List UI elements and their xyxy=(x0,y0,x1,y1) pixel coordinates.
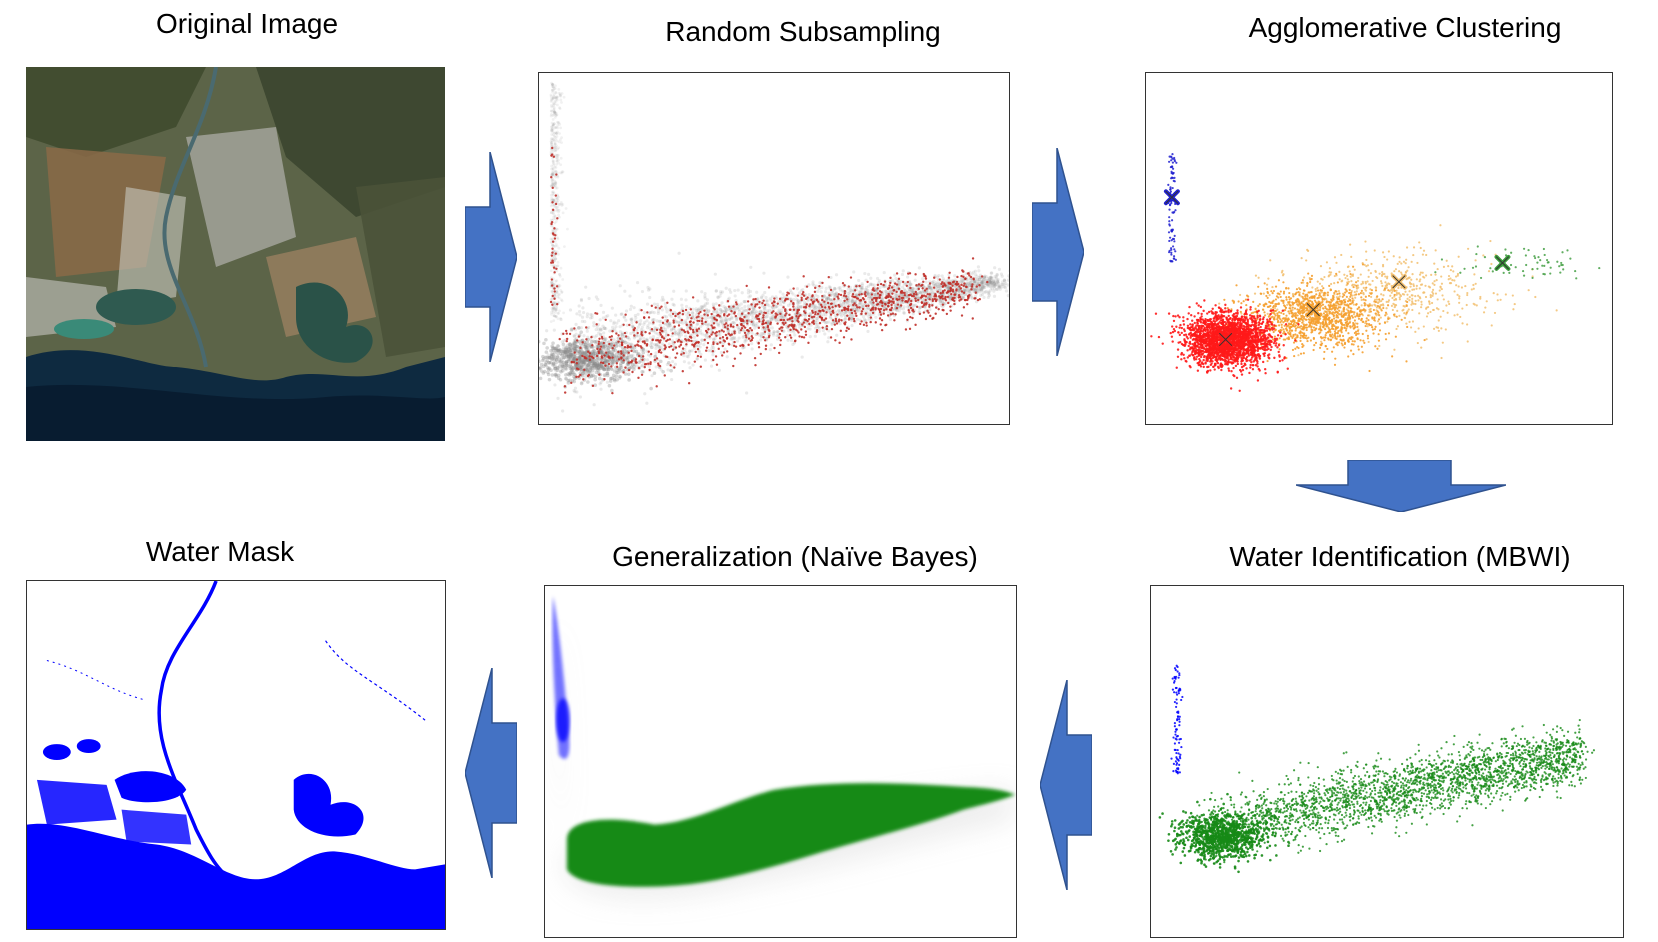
water-mask-image xyxy=(26,580,446,930)
arrow-subsampling-to-clustering xyxy=(1032,148,1084,356)
water-identification-plot xyxy=(1150,585,1624,938)
background-vertical-arm xyxy=(549,81,569,323)
cluster-blue-points xyxy=(1167,153,1178,263)
non-water-core xyxy=(1158,792,1290,874)
title-agglomerative-clustering: Agglomerative Clustering xyxy=(1248,12,1562,43)
title-generalization: Generalization (Naïve Bayes) xyxy=(612,541,978,572)
cluster-center-red-icon xyxy=(1219,333,1233,346)
cluster-center-blue-icon xyxy=(1165,190,1179,204)
subsampled-vertical-points xyxy=(549,146,559,306)
water-cluster-points xyxy=(1170,664,1184,775)
cluster-center-green-icon xyxy=(1495,256,1509,270)
background-cloud xyxy=(545,251,1009,413)
non-water-points xyxy=(1192,718,1596,865)
arrow-right-icon xyxy=(465,152,517,362)
agglomerative-clustering-plot xyxy=(1145,72,1613,425)
cluster-light-orange-points xyxy=(1218,224,1558,360)
title-random-subsampling: Random Subsampling xyxy=(665,16,941,47)
cluster-center-orange-icon xyxy=(1306,303,1320,317)
arrow-identification-to-generalization xyxy=(1040,680,1092,890)
subsampled-points xyxy=(558,257,989,395)
cluster-green-points xyxy=(1434,245,1601,280)
cluster-orange-points xyxy=(1200,263,1426,373)
non-water-class-region xyxy=(566,783,1016,887)
arrow-down-icon xyxy=(1296,460,1506,512)
arrow-original-to-subsampling xyxy=(465,152,517,362)
arrow-generalization-to-mask xyxy=(465,668,517,878)
water-class-core xyxy=(555,698,570,743)
title-water-mask: Water Mask xyxy=(145,536,295,567)
title-original-image: Original Image xyxy=(155,8,339,39)
generalization-plot xyxy=(544,585,1017,938)
arrow-left-icon xyxy=(465,668,517,878)
title-water-identification: Water Identification (MBWI) xyxy=(1229,541,1571,572)
arrow-clustering-to-identification xyxy=(1296,460,1506,512)
arrow-left-icon xyxy=(1040,680,1092,890)
cluster-center-light-orange-icon xyxy=(1392,275,1406,289)
original-satellite-image xyxy=(26,67,445,441)
arrow-right-icon xyxy=(1032,148,1084,356)
random-subsampling-plot xyxy=(538,72,1010,425)
